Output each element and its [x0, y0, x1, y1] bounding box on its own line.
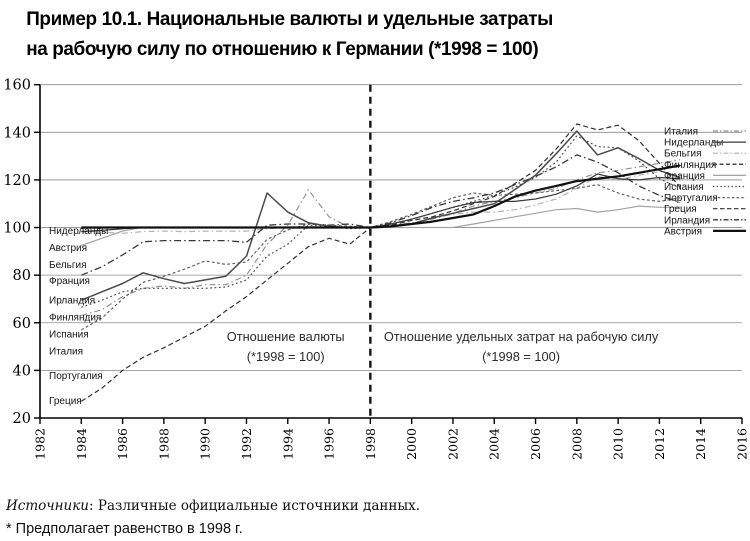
legend-label-Нидерланды: Нидерланды: [664, 138, 723, 149]
series-line-Греция: [80, 123, 681, 403]
x-tick-label: 2004: [487, 428, 502, 460]
legend-label-Франция: Франция: [664, 171, 705, 182]
x-tick-label: 2014: [693, 428, 708, 460]
x-tick-label: 2016: [735, 428, 750, 460]
chart-title-line1: Пример 10.1. Национальные валюты и удель…: [26, 8, 553, 30]
left-country-label: Греция: [49, 396, 82, 407]
legend-label-Португалия: Португалия: [664, 193, 718, 204]
y-tick-label: 160: [3, 78, 31, 94]
legend-label-Финляндия: Финляндия: [664, 160, 716, 171]
x-tick-label: 1992: [239, 428, 254, 460]
panel-annotation: Отношение валюты: [227, 329, 345, 344]
x-tick-label: 2012: [652, 428, 667, 460]
left-country-label: Италия: [49, 347, 83, 358]
y-tick-label: 140: [3, 126, 31, 142]
left-country-label: Нидерланды: [49, 226, 108, 237]
sources-text: : Различные официальные источники данных…: [89, 498, 421, 515]
x-tick-label: 2006: [528, 428, 543, 460]
legend-label-Бельгия: Бельгия: [664, 149, 702, 160]
series-line-Португалия: [80, 184, 681, 331]
x-tick-label: 1990: [198, 428, 213, 460]
series-line-Нидерланды: [81, 173, 681, 233]
series-line-Италия: [81, 159, 681, 317]
x-tick-label: 1998: [363, 428, 378, 460]
left-country-label: Бельгия: [49, 260, 87, 271]
equality-note: * Предполагает равенство в 1998 г.: [6, 521, 243, 538]
panel-annotation-sub: (*1998 = 100): [247, 349, 325, 364]
x-tick-label: 1996: [322, 428, 337, 460]
sources-label: Источники: [6, 498, 90, 515]
y-tick-label: 40: [13, 364, 31, 380]
x-tick-label: 2000: [404, 428, 419, 460]
left-country-label: Франция: [49, 276, 90, 287]
legend-label-Ирландия: Ирландия: [664, 216, 710, 227]
y-tick-label: 20: [13, 411, 31, 427]
panel-annotation-sub: (*1998 = 100): [482, 349, 560, 364]
left-country-label: Финляндия: [49, 313, 101, 324]
x-tick-label: 2002: [445, 428, 460, 460]
x-tick-label: 1988: [156, 428, 171, 460]
series-line-Австрия: [81, 164, 681, 229]
left-country-label: Австрия: [49, 243, 87, 254]
panel-annotation: Отношение удельных затрат на рабочую сил…: [384, 329, 659, 344]
series-line-Испания: [81, 135, 681, 309]
line-chart: 20 40 60 80 100 120 140 160 1982 1984 1986 1988 1990…: [3, 78, 750, 460]
y-tick-label: 100: [3, 221, 31, 237]
x-tick-label: 1984: [74, 428, 89, 460]
series-line-Ирландия: [81, 154, 681, 277]
legend-label-Австрия: Австрия: [664, 227, 702, 238]
x-tick-label: 1982: [33, 428, 48, 460]
x-tick-label: 1986: [115, 428, 130, 460]
left-country-label: Ирландия: [49, 296, 95, 307]
left-country-label: Португалия: [49, 371, 103, 382]
left-country-label: Испания: [49, 330, 89, 341]
chart-title-line2: на рабочую силу по отношению к Германии …: [26, 37, 539, 60]
legend-label-Греция: Греция: [664, 204, 697, 215]
legend-label-Италия: Италия: [664, 127, 698, 138]
y-tick-label: 80: [13, 268, 31, 284]
x-tick-label: 2010: [611, 428, 626, 460]
y-tick-label: 60: [13, 316, 31, 332]
x-tick-label: 2008: [569, 428, 584, 460]
legend-label-Испания: Испания: [664, 182, 704, 193]
sources-note: Источники: Различные официальные источни…: [6, 498, 750, 514]
x-tick-label: 1994: [280, 428, 295, 460]
chart-title: Пример 10.1. Национальные валюты и удель…: [0, 0, 728, 64]
y-tick-label: 120: [3, 173, 31, 189]
